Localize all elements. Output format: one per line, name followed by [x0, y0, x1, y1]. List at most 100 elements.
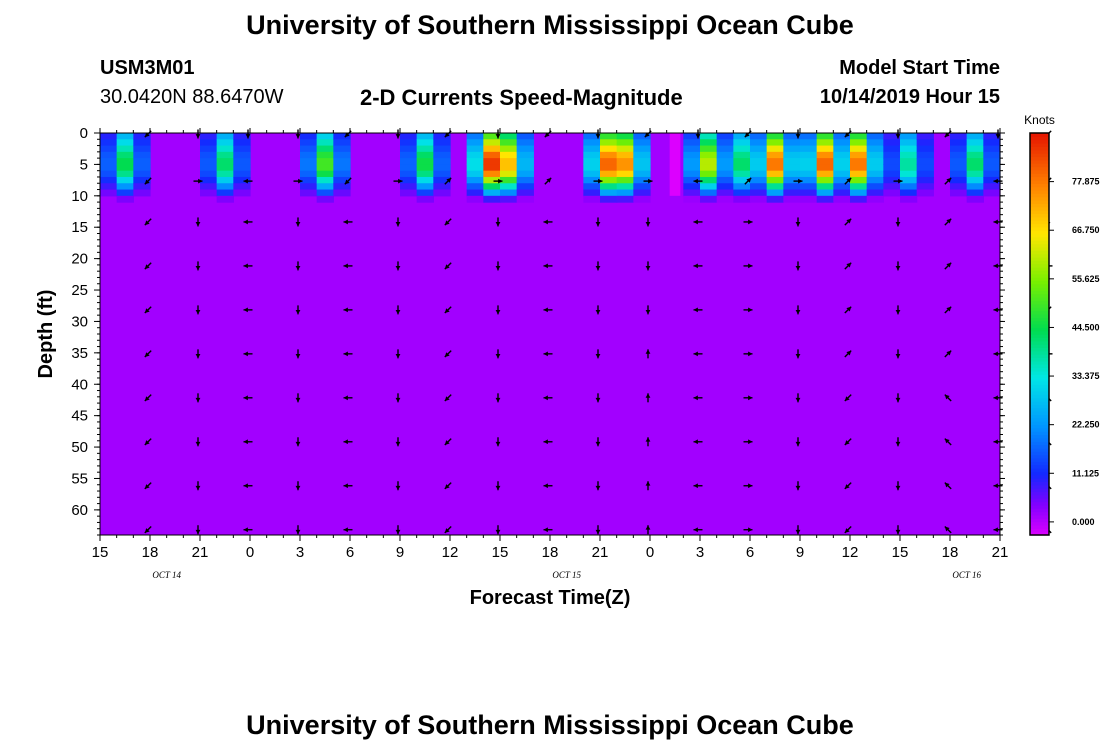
heatmap-cell	[233, 139, 251, 147]
heatmap-cell	[733, 176, 751, 184]
colorbar-segment	[1030, 344, 1049, 348]
colorbar-segment	[1030, 531, 1049, 536]
current-arrow	[844, 218, 852, 226]
heatmap-cell	[316, 158, 334, 166]
heatmap-cell	[833, 189, 851, 197]
heatmap-cell	[433, 164, 451, 172]
current-arrow	[595, 437, 601, 447]
x-tick-label: 12	[442, 544, 459, 561]
heatmap-cell	[800, 145, 818, 153]
y-tick-label: 60	[71, 502, 88, 519]
heatmap-cell	[683, 176, 701, 184]
heatmap-cell	[583, 176, 601, 184]
colorbar-segment	[1030, 189, 1049, 194]
colorbar-segment	[1030, 193, 1049, 198]
x-tick-label: 12	[842, 544, 859, 561]
heatmap-cell	[700, 164, 718, 172]
heatmap-cell	[950, 176, 968, 184]
heatmap-cell	[300, 158, 318, 166]
heatmap-cell	[850, 195, 868, 203]
colorbar-segment	[1030, 226, 1049, 231]
heatmap-cell	[333, 189, 351, 197]
current-arrow	[144, 306, 152, 314]
current-arrow	[595, 525, 601, 535]
heatmap-cell	[433, 139, 451, 147]
heatmap-cell	[583, 133, 601, 140]
heatmap-cell	[766, 183, 784, 191]
current-arrow	[144, 526, 152, 534]
x-axis: 15 18 21 0 3 6 9 12 15 18 21 0 3 6 9 12 15 18 21 OCT 14 OCT …	[92, 128, 1008, 609]
heatmap-cell	[783, 151, 801, 159]
heatmap-cell	[683, 170, 701, 178]
current-arrow	[295, 393, 301, 403]
colorbar-segment	[1030, 280, 1049, 285]
colorbar-segment	[1030, 330, 1049, 335]
colorbar-segment	[1030, 464, 1049, 469]
current-arrow	[593, 178, 603, 184]
colorbar-segment	[1030, 421, 1049, 426]
colorbar-segment	[1030, 397, 1049, 402]
heatmap-cell	[200, 139, 218, 147]
heatmap-cell	[633, 133, 651, 140]
speed-heatmap	[100, 133, 1001, 203]
colorbar-segment	[1030, 200, 1049, 204]
current-arrow	[645, 481, 651, 491]
current-arrow	[795, 261, 801, 271]
heatmap-cell	[950, 151, 968, 159]
heatmap-cell	[316, 145, 334, 153]
colorbar-frame	[1029, 132, 1050, 536]
current-arrow	[993, 483, 1003, 489]
colorbar-segment	[1030, 407, 1049, 412]
heatmap-cell	[600, 158, 618, 166]
heatmap-cell	[783, 145, 801, 153]
current-arrow	[944, 438, 952, 446]
heatmap-cell	[733, 189, 751, 197]
heatmap-cell	[466, 151, 484, 159]
colorbar-segment	[1030, 414, 1049, 419]
date-label: OCT 15	[552, 570, 581, 580]
x-tick-label: 18	[542, 544, 559, 561]
heatmap-cell	[466, 158, 484, 166]
heatmap-cell	[900, 151, 918, 159]
heatmap-cell	[733, 145, 751, 153]
colorbar-segment	[1030, 156, 1049, 161]
x-tick-label: 15	[892, 544, 909, 561]
heatmap-cell	[833, 133, 851, 140]
heatmap-cell	[466, 189, 484, 197]
heatmap-cell	[750, 189, 768, 197]
heatmap-cell	[483, 189, 501, 197]
current-arrow	[744, 130, 752, 138]
heatmap-cell	[133, 170, 151, 178]
current-arrow	[795, 305, 801, 315]
model-start-value: 10/14/2019 Hour 15	[819, 86, 1000, 108]
heatmap-cell	[300, 170, 318, 178]
heatmap-cell	[900, 170, 918, 178]
colorbar-segment	[1030, 427, 1049, 432]
heatmap-cell	[683, 183, 701, 191]
heatmap-cell	[983, 189, 1001, 197]
colorbar-segment	[1030, 307, 1049, 312]
colorbar-segment	[1030, 528, 1049, 533]
heatmap-cell	[583, 145, 601, 153]
current-arrow	[395, 481, 401, 491]
current-arrow	[895, 349, 901, 359]
heatmap-cell	[716, 170, 734, 178]
colorbar-segment	[1030, 153, 1049, 158]
colorbar-segment	[1030, 216, 1049, 221]
current-arrow	[395, 393, 401, 403]
colorbar-segment	[1030, 149, 1049, 154]
heatmap-cell	[333, 158, 351, 166]
heatmap-cell	[850, 170, 868, 178]
heatmap-cell	[600, 164, 618, 172]
colorbar-segment	[1030, 384, 1049, 389]
x-tick-label: 3	[696, 544, 704, 561]
heatmap-cell	[133, 133, 151, 140]
heatmap-cell	[116, 164, 134, 172]
current-arrow	[295, 217, 301, 227]
heatmap-cell	[750, 195, 768, 203]
heatmap-cell	[600, 176, 618, 184]
heatmap-cell	[783, 164, 801, 172]
current-arrow	[295, 305, 301, 315]
current-arrow	[993, 219, 1003, 225]
heatmap-cell	[466, 139, 484, 147]
